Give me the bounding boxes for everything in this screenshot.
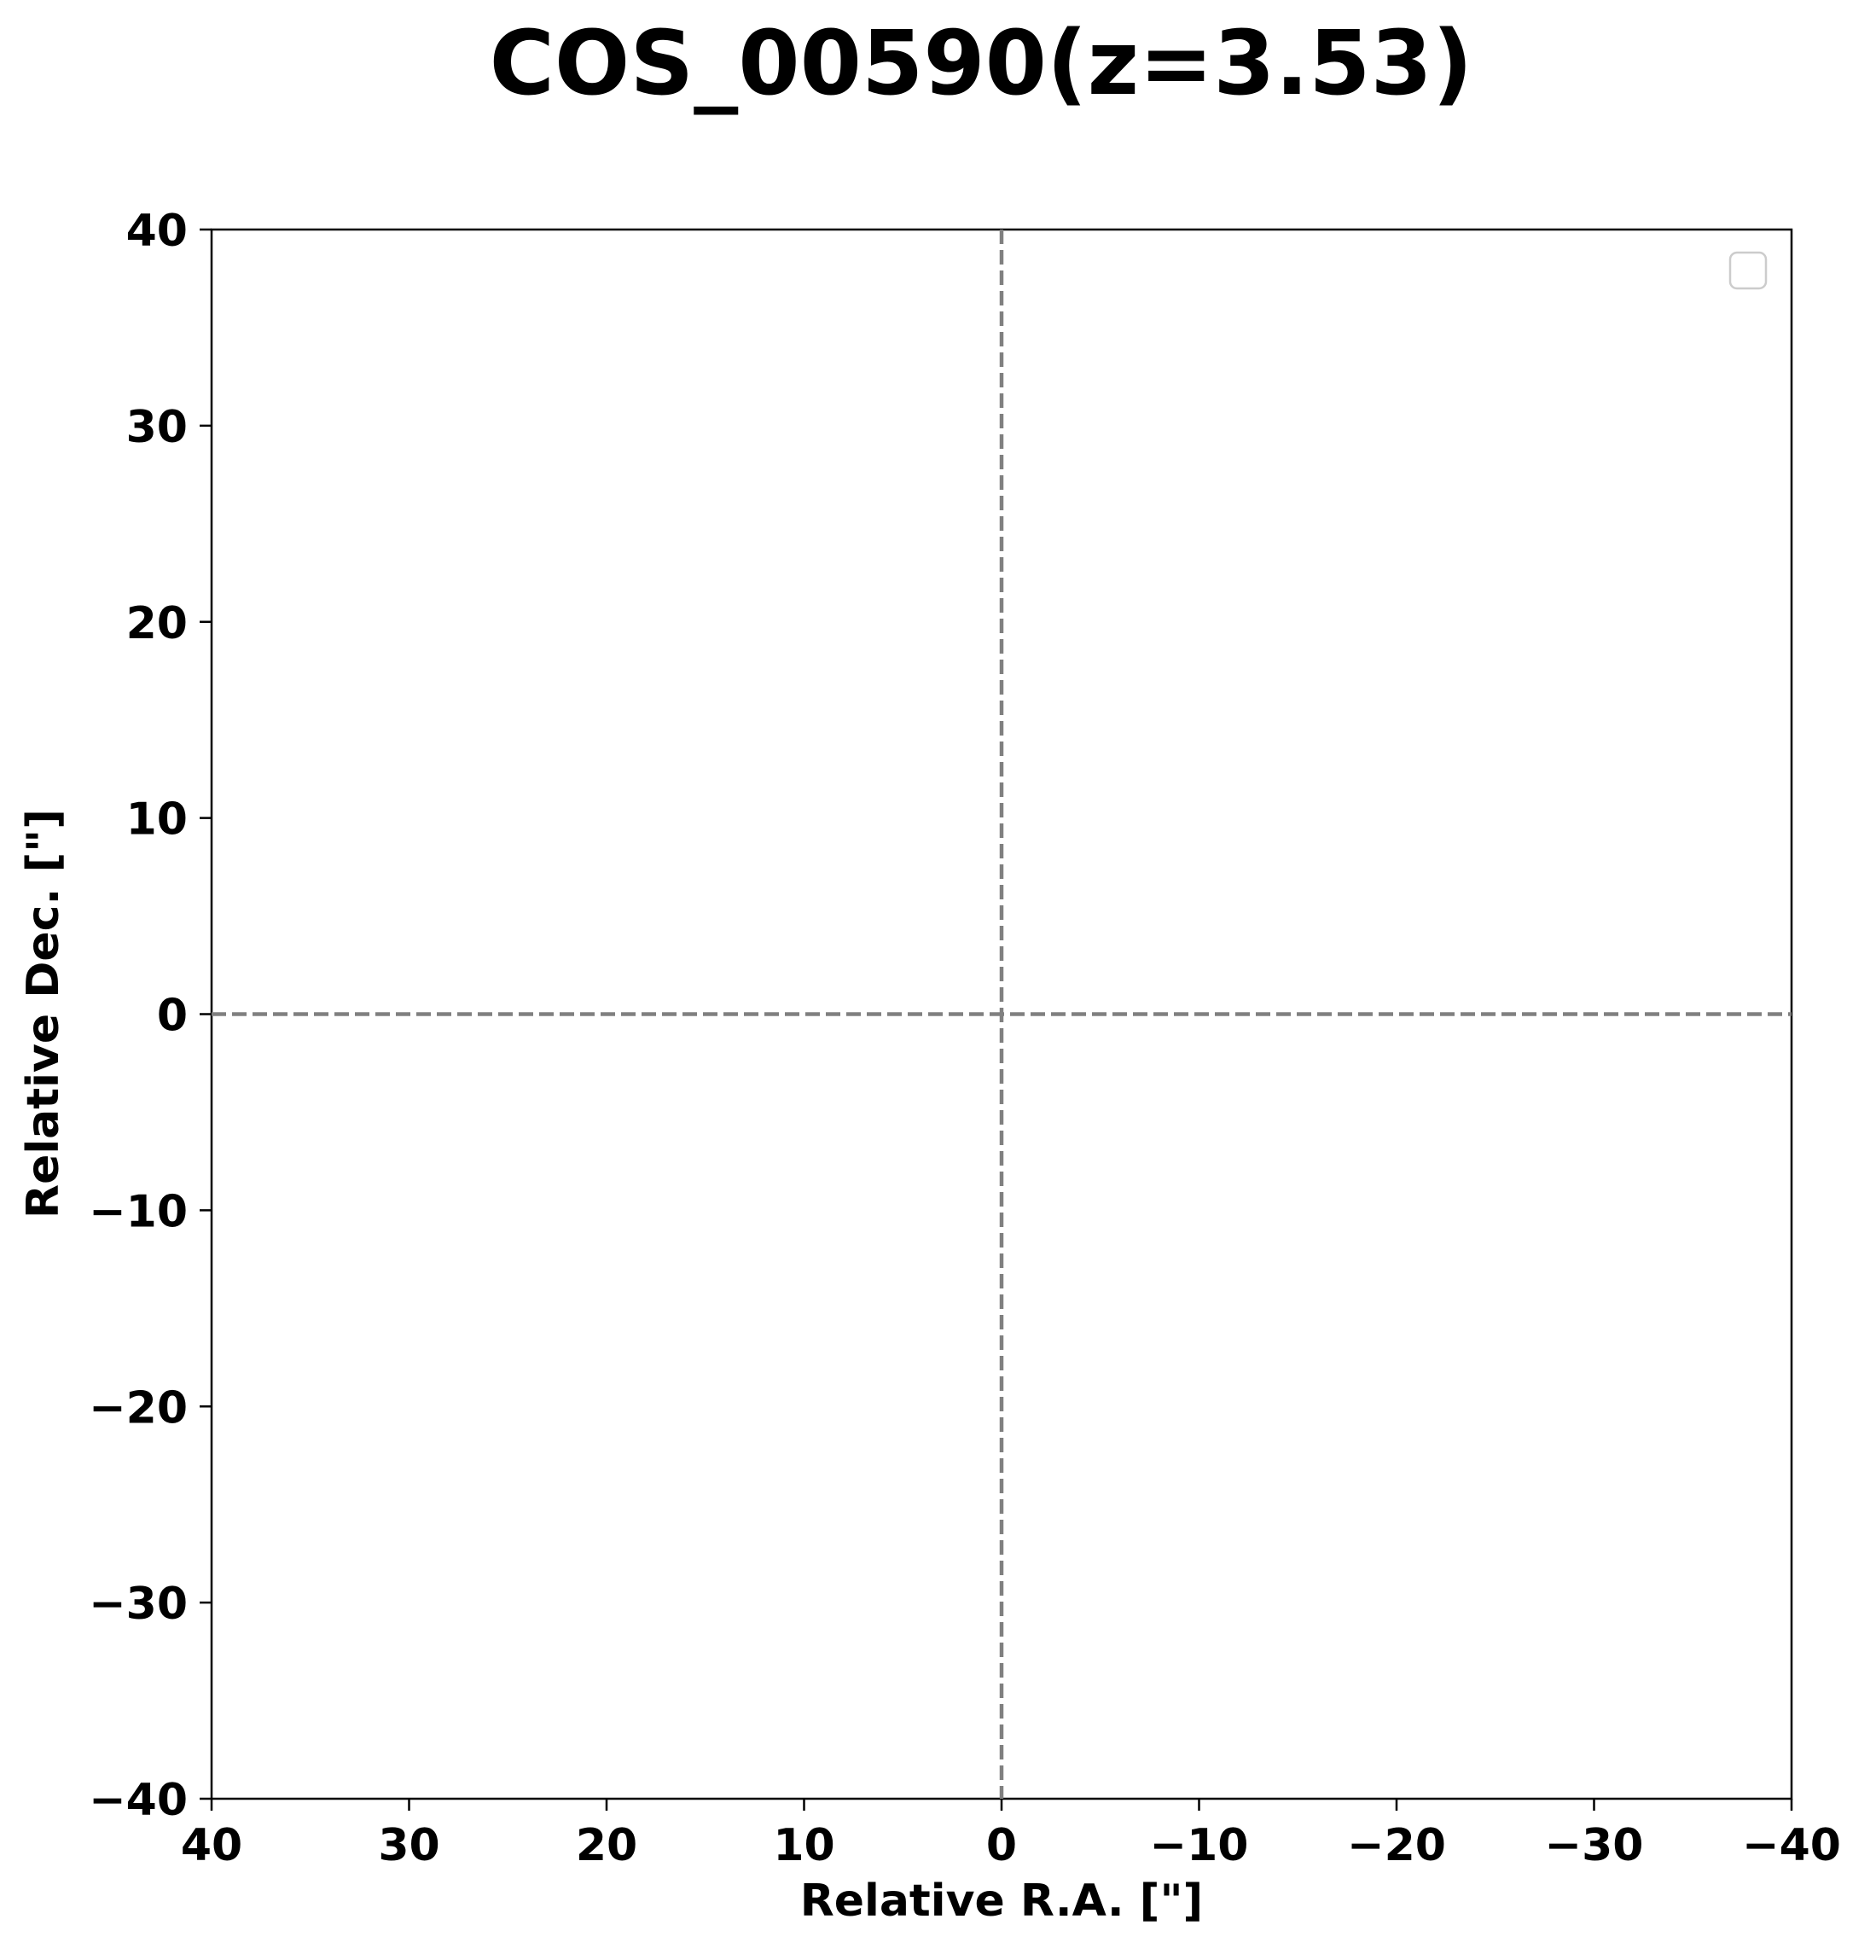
y-tick-label: 0 bbox=[157, 991, 188, 1042]
plot-area: 40 30 20 10 0 −10 −20 −30 −40 40 30 20 10 0 −10 −20 −30… bbox=[89, 206, 1841, 1871]
chart-title: COS_00590(z=3.53) bbox=[490, 11, 1473, 115]
y-axis-ticks: 40 30 20 10 0 −10 −20 −30 −40 bbox=[89, 206, 212, 1826]
x-tick-label: 40 bbox=[181, 1820, 242, 1871]
x-tick-label: 30 bbox=[378, 1820, 439, 1871]
y-tick-label: 20 bbox=[126, 598, 188, 649]
x-axis-ticks: 40 30 20 10 0 −10 −20 −30 −40 bbox=[181, 1799, 1841, 1871]
y-tick-label: −20 bbox=[89, 1382, 188, 1434]
x-tick-label: −40 bbox=[1742, 1820, 1841, 1871]
x-tick-label: 20 bbox=[576, 1820, 637, 1871]
reference-lines bbox=[212, 230, 1792, 1799]
x-tick-label: 10 bbox=[773, 1820, 834, 1871]
x-tick-label: −10 bbox=[1150, 1820, 1249, 1871]
y-tick-label: 10 bbox=[126, 794, 188, 846]
y-tick-label: 30 bbox=[126, 402, 188, 453]
y-tick-label: 40 bbox=[126, 206, 188, 257]
x-axis-label: Relative R.A. ["] bbox=[800, 1876, 1204, 1927]
legend-box bbox=[1728, 251, 1768, 290]
x-tick-label: 0 bbox=[986, 1820, 1017, 1871]
x-tick-label: −20 bbox=[1347, 1820, 1446, 1871]
y-axis-label: Relative Dec. ["] bbox=[18, 809, 69, 1218]
x-tick-label: −30 bbox=[1545, 1820, 1644, 1871]
y-tick-label: −40 bbox=[89, 1775, 188, 1826]
y-tick-label: −10 bbox=[89, 1186, 188, 1237]
y-tick-label: −30 bbox=[89, 1579, 188, 1630]
